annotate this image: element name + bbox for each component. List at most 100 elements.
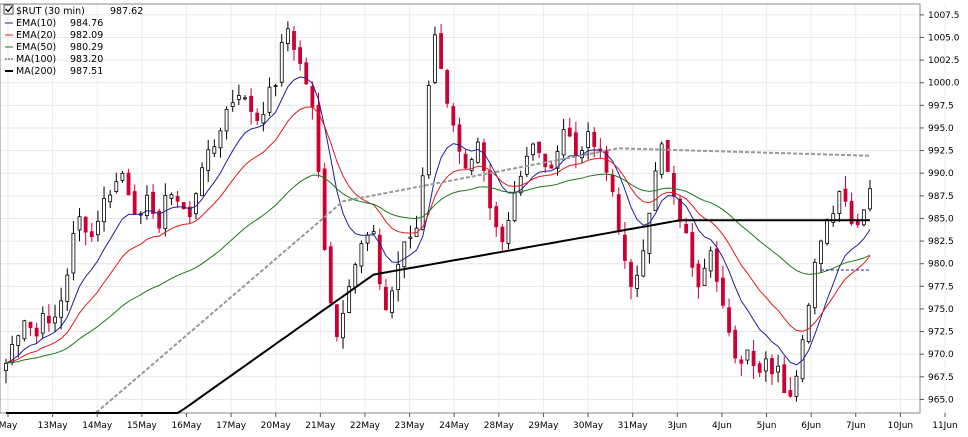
candle-up (218, 130, 223, 149)
legend-entry-name: EMA(20) (16, 30, 56, 41)
y-tick-label: 1000.0 (928, 79, 960, 89)
candle-up (745, 349, 750, 361)
candle-up (420, 175, 425, 230)
candle-up (194, 193, 198, 215)
candle-up (145, 194, 149, 217)
legend-checkbox-icon[interactable] (3, 4, 14, 15)
legend-entry-value: 982.09 (70, 30, 103, 41)
ema20-line (5, 106, 871, 364)
candle-up (108, 194, 113, 203)
candle-up (4, 362, 8, 371)
x-tick-label: 20May (261, 421, 292, 431)
candle-up (776, 365, 780, 373)
candle-up (285, 28, 290, 44)
candle-down (770, 358, 774, 375)
candle-down (690, 232, 695, 268)
candle-down (439, 33, 443, 70)
candle-up (365, 234, 370, 244)
x-tick-label: 7Jun (846, 421, 866, 431)
ema10-line (5, 76, 871, 366)
candle-down (494, 206, 499, 228)
candle-up (230, 102, 235, 107)
candle-up (635, 274, 640, 289)
y-tick-label: 965.0 (928, 395, 954, 405)
candle-down (622, 234, 627, 261)
candle-up (861, 209, 866, 226)
candle-up (96, 220, 100, 236)
candle-down (782, 364, 787, 393)
candle-up (53, 316, 57, 324)
legend-entry-value: 987.51 (70, 66, 103, 77)
candle-up (200, 167, 204, 197)
x-tick-label: 29May (528, 421, 559, 431)
candle-up (371, 231, 376, 235)
candle-down (151, 191, 155, 214)
candle-up (433, 34, 437, 83)
candle-down (457, 124, 462, 152)
candle-down (175, 196, 180, 202)
candle-down (592, 131, 597, 147)
candle-up (763, 358, 768, 372)
candle-down (757, 363, 762, 373)
legend-symbol-value: 987.62 (110, 6, 143, 17)
candle-up (402, 241, 407, 268)
candle-down (298, 47, 303, 64)
candle-down (316, 104, 321, 172)
y-tick-label: 970.0 (928, 350, 954, 360)
candle-down (788, 390, 793, 397)
candle-down (157, 210, 162, 229)
candle-down (604, 150, 609, 173)
ma100-line (6, 147, 871, 414)
x-tick-label: 31May (618, 421, 649, 431)
candle-down (292, 31, 296, 50)
x-axis: May 13May 14May 15May 16May 17May 20May 21May 22… (0, 413, 958, 431)
y-tick-label: 997.5 (928, 101, 954, 111)
x-tick-label: 23May (395, 421, 426, 431)
x-tick-label: 30May (573, 421, 604, 431)
x-tick-label: 13May (38, 421, 69, 431)
candle-up (831, 213, 836, 223)
candle-down (89, 231, 94, 237)
x-tick-label: 15May (127, 421, 158, 431)
candle-up (71, 233, 76, 274)
candle-up (212, 146, 217, 154)
x-tick-label: 22May (350, 421, 381, 431)
candle-up (708, 250, 713, 272)
candle-up (65, 274, 70, 302)
y-tick-label: 987.5 (928, 192, 954, 202)
y-tick-label: 972.5 (928, 328, 954, 338)
candle-down (334, 304, 339, 338)
y-tick-label: 1005.0 (928, 33, 960, 43)
legend: $RUT (30 min) 987.62 EMA(10) 984.76 EMA(20… (3, 4, 143, 77)
candle-up (347, 286, 352, 313)
candle-up (206, 149, 211, 171)
candle-up (267, 86, 272, 113)
x-tick-label: 10Jun (888, 421, 914, 431)
candle-down (733, 329, 738, 359)
legend-entry-name: MA(200) (16, 66, 56, 77)
candle-up (353, 264, 358, 288)
candle-up (261, 114, 266, 124)
candle-down (573, 132, 578, 157)
candle-down (46, 315, 51, 324)
ma200-line (6, 219, 870, 414)
y-tick-label: 985.0 (928, 214, 954, 224)
y-tick-label: 990.0 (928, 169, 954, 179)
candle-down (843, 188, 848, 202)
x-tick-label: 16May (171, 421, 202, 431)
candle-down (322, 168, 327, 250)
candle-down (328, 246, 333, 304)
candle-down (855, 220, 860, 226)
candle-up (77, 216, 82, 231)
candle-down (672, 173, 676, 197)
candle-down (181, 202, 186, 210)
candle-up (812, 261, 817, 309)
candle-down (28, 321, 33, 329)
candle-up (114, 181, 119, 192)
candle-down (463, 153, 468, 169)
candle-up (506, 219, 511, 244)
candle-up (806, 304, 811, 342)
candle-up (825, 219, 830, 244)
candle-up (341, 312, 345, 339)
